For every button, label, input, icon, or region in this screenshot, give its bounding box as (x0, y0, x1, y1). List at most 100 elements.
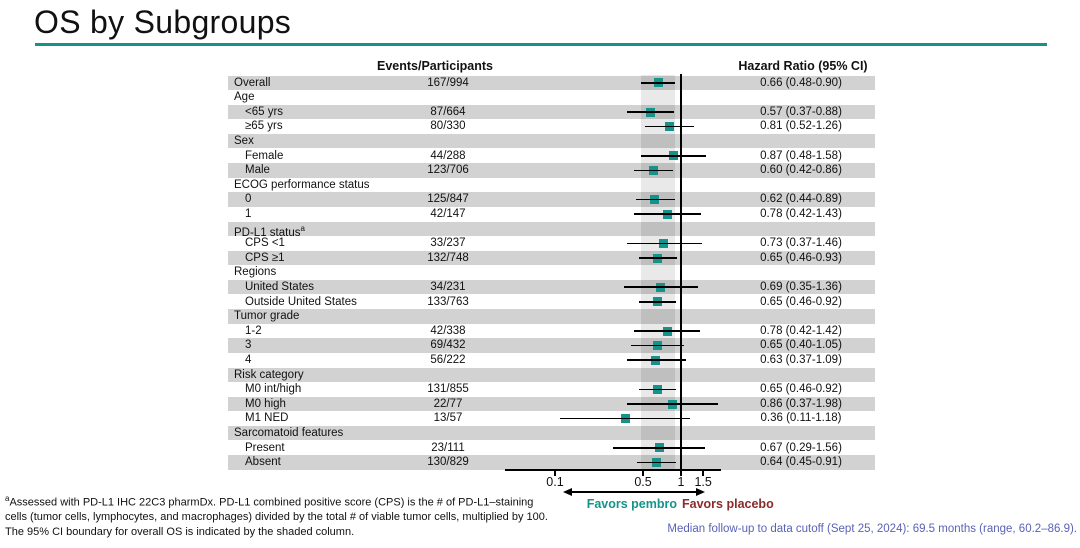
row-label: Sex (234, 134, 254, 147)
axis-tick (680, 471, 682, 476)
events-value: 56/222 (430, 353, 466, 366)
subgroup-row: 1 42/147 0.78 (0.42-1.43) (228, 207, 875, 222)
row-label: Overall (234, 76, 271, 89)
group-header-row: Sarcomatoid features (228, 425, 875, 441)
row-label: United States (245, 280, 315, 293)
group-header-row: Regions (228, 265, 875, 280)
row-label: Outside United States (245, 295, 357, 308)
axis-tick (702, 471, 705, 476)
hr-value: 0.64 (0.45-0.91) (760, 456, 842, 469)
hr-column-header: Hazard Ratio (95% CI) (738, 59, 868, 73)
row-label: PD-L1 statusa (234, 223, 305, 239)
subgroup-row: 1-2 42/338 0.78 (0.42-1.42) (228, 324, 875, 339)
events-value: 131/855 (427, 383, 469, 396)
row-label: Present (245, 441, 285, 454)
row-label: M1 NED (245, 412, 289, 425)
footnote-text-1: Assessed with PD-L1 IHC 22C3 pharmDx. PD… (9, 496, 534, 509)
events-column-header: Events/Participants (376, 59, 493, 73)
hr-value: 0.62 (0.44-0.89) (760, 193, 842, 206)
events-value: 42/338 (430, 324, 466, 337)
hr-value: 0.65 (0.46-0.93) (760, 251, 842, 264)
row-label: 4 (245, 353, 252, 366)
events-value: 69/432 (430, 339, 466, 352)
events-value: 42/147 (430, 207, 466, 220)
row-label: 0 (245, 193, 252, 206)
axis-tick-label: 0.5 (634, 475, 652, 489)
favors-pembro-label: Favors pembro (586, 497, 677, 511)
favors-arrow (571, 491, 697, 493)
row-label: Risk category (234, 368, 304, 381)
events-value: 123/706 (427, 164, 469, 177)
row-label: 1-2 (245, 324, 262, 337)
subgroup-row: <65 yrs 87/664 0.57 (0.37-0.88) (228, 104, 875, 120)
row-label: ≥65 yrs (245, 120, 283, 133)
hr-value: 0.63 (0.37-1.09) (760, 353, 842, 366)
hr-value: 0.67 (0.29-1.56) (760, 441, 842, 454)
footnote-superscript: a (5, 494, 10, 503)
row-label: M0 high (245, 397, 286, 410)
subgroup-row: M0 int/high 131/855 0.65 (0.46-0.92) (228, 382, 875, 397)
events-value: 125/847 (427, 193, 469, 206)
subgroup-row: CPS <1 33/237 0.73 (0.37-1.46) (228, 236, 875, 251)
events-value: 44/288 (430, 149, 466, 162)
events-value: 34/231 (430, 280, 466, 293)
footnote: aAssessed with PD-L1 IHC 22C3 pharmDx. P… (5, 492, 548, 540)
row-label: Regions (234, 266, 277, 279)
group-header-row: Sex (228, 133, 875, 149)
hr-value: 0.78 (0.42-1.43) (760, 207, 842, 220)
group-header-row: Risk category (228, 367, 875, 383)
row-label: 3 (245, 339, 252, 352)
axis-tick-label: 1 (677, 475, 685, 489)
events-value: 133/763 (427, 295, 469, 308)
row-label: Age (234, 91, 255, 104)
row-label: Absent (245, 456, 281, 469)
group-header-row: PD-L1 statusa (228, 221, 875, 239)
arrow-right-icon (696, 488, 705, 496)
axis-tick (642, 471, 644, 476)
subgroup-row: Female 44/288 0.87 (0.48-1.58) (228, 149, 875, 164)
hr-value: 0.81 (0.52-1.26) (760, 120, 842, 133)
hr-value: 0.87 (0.48-1.58) (760, 149, 842, 162)
subgroup-row: Overall 167/994 0.66 (0.48-0.90) (228, 75, 875, 91)
x-axis (505, 469, 721, 471)
events-value: 23/111 (431, 441, 465, 454)
row-label: <65 yrs (245, 105, 284, 118)
hr-value: 0.66 (0.48-0.90) (760, 76, 842, 89)
subgroup-row: M0 high 22/77 0.86 (0.37-1.98) (228, 396, 875, 412)
footnote-line-2: cells (tumor cells, lymphocytes, and mac… (5, 511, 548, 524)
events-value: 87/664 (430, 105, 466, 118)
events-value: 33/237 (430, 237, 466, 250)
hr-value: 0.36 (0.11-1.18) (760, 412, 842, 425)
footnote-line-1: aAssessed with PD-L1 IHC 22C3 pharmDx. P… (5, 492, 548, 510)
hr-value: 0.73 (0.37-1.46) (760, 237, 842, 250)
group-header-row: Age (228, 90, 875, 105)
arrow-left-icon (563, 488, 572, 496)
group-header-row: Tumor grade (228, 309, 875, 324)
hr-value: 0.69 (0.35-1.36) (760, 280, 842, 293)
title-rule (35, 43, 1047, 46)
row-label: Female (245, 149, 284, 162)
page-title: OS by Subgroups (34, 4, 292, 40)
row-label: Tumor grade (234, 310, 300, 323)
hr-value: 0.65 (0.40-1.05) (760, 339, 842, 352)
subgroup-row: 0 125/847 0.62 (0.44-0.89) (228, 192, 875, 207)
hr-value: 0.60 (0.42-0.86) (760, 164, 842, 177)
group-header-row: ECOG performance status (228, 178, 875, 193)
footnote-line-3: The 95% CI boundary for overall OS is in… (5, 526, 355, 539)
subgroup-row: Present 23/111 0.67 (0.29-1.56) (228, 441, 875, 456)
subgroup-table: Overall 167/994 0.66 (0.48-0.90) Age <65 yrs… (228, 75, 875, 471)
subgroup-row: 4 56/222 0.63 (0.37-1.09) (228, 353, 875, 368)
events-value: 22/77 (433, 397, 463, 410)
row-label: 1 (245, 207, 252, 220)
subgroup-row: M1 NED 13/57 0.36 (0.11-1.18) (228, 411, 875, 426)
subgroup-row: United States 34/231 0.69 (0.35-1.36) (228, 279, 875, 295)
median-followup-note: Median follow-up to data cutoff (Sept 25… (667, 523, 1077, 535)
row-label: CPS <1 (245, 237, 285, 250)
subgroup-row: Outside United States 133/763 0.65 (0.46-0… (228, 295, 875, 310)
events-value: 13/57 (433, 412, 463, 425)
subgroup-row: ≥65 yrs 80/330 0.81 (0.52-1.26) (228, 119, 875, 134)
events-value: 132/748 (427, 251, 469, 264)
axis-tick (554, 471, 556, 476)
events-value: 167/994 (427, 76, 469, 89)
